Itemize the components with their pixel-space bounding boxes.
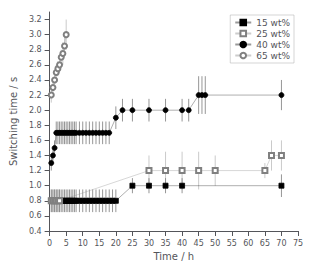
svg-text:15: 15 (94, 239, 104, 248)
svg-text:40: 40 (177, 239, 187, 248)
svg-text:45: 45 (194, 239, 204, 248)
svg-text:0.6: 0.6 (29, 211, 42, 220)
svg-text:0.4: 0.4 (29, 227, 42, 236)
svg-text:1.4: 1.4 (29, 151, 42, 160)
svg-text:3.0: 3.0 (29, 30, 42, 39)
svg-text:40 wt%: 40 wt% (256, 40, 290, 50)
svg-text:65 wt%: 65 wt% (256, 51, 290, 61)
svg-text:70: 70 (276, 239, 286, 248)
svg-text:15 wt%: 15 wt% (256, 18, 290, 28)
svg-text:2.8: 2.8 (29, 45, 42, 54)
svg-text:55: 55 (227, 239, 237, 248)
svg-text:25: 25 (127, 239, 137, 248)
svg-text:1.8: 1.8 (29, 121, 42, 130)
svg-text:2.2: 2.2 (29, 91, 42, 100)
svg-text:3.2: 3.2 (29, 15, 42, 24)
svg-text:60: 60 (243, 239, 253, 248)
svg-text:75: 75 (293, 239, 303, 248)
svg-text:1.0: 1.0 (29, 181, 42, 190)
svg-text:50: 50 (210, 239, 220, 248)
svg-text:5: 5 (64, 239, 69, 248)
svg-text:25 wt%: 25 wt% (256, 29, 290, 39)
svg-text:Time / h: Time / h (153, 251, 195, 262)
svg-text:35: 35 (160, 239, 170, 248)
svg-text:2.4: 2.4 (29, 75, 42, 84)
svg-text:1.2: 1.2 (29, 166, 42, 175)
svg-text:2.0: 2.0 (29, 106, 42, 115)
svg-text:10: 10 (78, 239, 88, 248)
svg-text:1.6: 1.6 (29, 136, 42, 145)
svg-text:2.6: 2.6 (29, 60, 42, 69)
svg-text:Switching time / s: Switching time / s (8, 77, 19, 166)
svg-text:65: 65 (260, 239, 270, 248)
svg-text:0.8: 0.8 (29, 196, 42, 205)
svg-text:30: 30 (144, 239, 154, 248)
svg-text:0: 0 (47, 239, 52, 248)
svg-text:20: 20 (111, 239, 121, 248)
